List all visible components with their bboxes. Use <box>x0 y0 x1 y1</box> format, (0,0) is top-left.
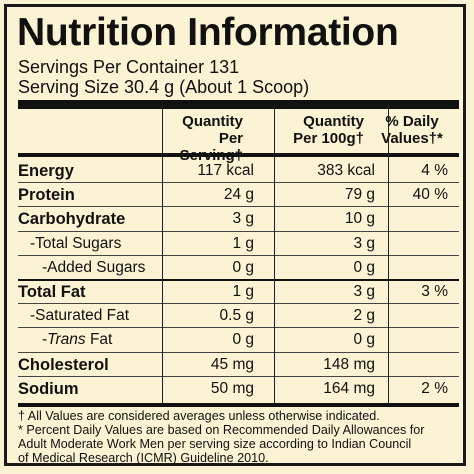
value-per-100g: 164 mg <box>323 379 375 397</box>
value-daily <box>388 207 448 231</box>
footnotes: † All Values are considered averages unl… <box>18 409 466 465</box>
thick-divider-top <box>18 100 459 109</box>
nutrient-label: Total Fat <box>18 283 86 301</box>
value-per-serving: 24 g <box>223 186 254 204</box>
nutrition-panel: Nutrition Information Servings Per Conta… <box>4 4 466 466</box>
servings-per-container: Servings Per Container 131 <box>18 57 240 77</box>
nutrient-label: -Added Sugars <box>42 258 146 276</box>
serving-size: Serving Size 30.4 g (About 1 Scoop) <box>18 77 310 97</box>
table-row: -Added Sugars 0 g 0 g <box>18 256 459 280</box>
nutrient-label: Protein <box>18 186 75 205</box>
value-daily: 2 % <box>421 379 448 397</box>
value-daily: 40 % <box>412 186 448 204</box>
page-title: Nutrition Information <box>17 11 399 54</box>
nutrient-label: Sodium <box>18 379 79 398</box>
row-separator <box>18 351 459 353</box>
value-per-serving: 0 g <box>232 258 254 276</box>
value-per-serving: 1 g <box>232 283 254 300</box>
column-divider <box>274 105 275 403</box>
table-row: Carbohydrate 3 g 10 g <box>18 207 459 231</box>
row-separator <box>18 182 459 184</box>
value-daily <box>388 328 448 352</box>
nutrient-label: Energy <box>18 162 74 180</box>
value-per-100g: 383 kcal <box>317 162 375 179</box>
header-daily-values: % Daily Values†* <box>381 113 443 147</box>
value-per-serving: 0.5 g <box>219 307 254 325</box>
row-separator <box>18 279 459 281</box>
row-separator <box>18 303 459 305</box>
value-per-100g: 2 g <box>353 307 375 325</box>
value-per-100g: 0 g <box>353 258 375 276</box>
value-per-serving: 50 mg <box>210 379 254 397</box>
nutrient-label: Carbohydrate <box>18 210 126 229</box>
value-daily <box>388 353 448 377</box>
value-per-100g: 148 mg <box>323 355 375 373</box>
table-row: -Trans Fat 0 g 0 g <box>18 328 459 352</box>
value-daily: 3 % <box>421 283 448 300</box>
value-per-serving: 45 mg <box>210 355 254 373</box>
value-per-serving: 3 g <box>232 210 254 228</box>
value-per-100g: 3 g <box>353 283 375 300</box>
table-row: Total Fat 1 g 3 g 3 % <box>18 280 459 304</box>
value-daily: 4 % <box>421 162 448 179</box>
row-separator <box>18 375 459 377</box>
footnote-line: of Medical Research (ICMR) Guideline 201… <box>18 451 269 465</box>
footnote-line: Adult Moderate Work Men per serving size… <box>18 437 412 451</box>
table-row: Sodium 50 mg 164 mg 2 % <box>18 377 459 401</box>
footnote-line: * Percent Daily Values are based on Reco… <box>18 423 425 437</box>
row-separator <box>18 230 459 232</box>
row-separator <box>18 327 459 329</box>
value-daily <box>388 232 448 256</box>
value-per-100g: 79 g <box>344 186 375 204</box>
nutrient-label: -Trans Fat <box>42 331 113 349</box>
column-divider <box>162 105 163 403</box>
table-row: Energy 117 kcal 383 kcal 4 % <box>18 159 459 183</box>
row-separator <box>18 254 459 256</box>
table-row: -Saturated Fat 0.5 g 2 g <box>18 304 459 328</box>
column-divider <box>388 105 389 403</box>
footer-divider <box>18 403 459 407</box>
footnote-line: † All Values are considered averages unl… <box>18 409 380 423</box>
value-per-100g: 0 g <box>353 331 375 349</box>
value-per-serving: 0 g <box>232 331 254 349</box>
nutrient-label: Cholesterol <box>18 355 109 374</box>
value-daily <box>388 304 448 328</box>
value-per-serving: 1 g <box>232 234 254 252</box>
table-row: -Total Sugars 1 g 3 g <box>18 232 459 256</box>
header-divider <box>18 153 459 157</box>
nutrient-label: -Saturated Fat <box>30 307 130 325</box>
value-per-serving: 117 kcal <box>197 162 254 179</box>
header-per-100g: Quantity Per 100g† <box>293 113 364 147</box>
table-row: Cholesterol 45 mg 148 mg <box>18 353 459 377</box>
table-row: Protein 24 g 79 g 40 % <box>18 183 459 207</box>
value-per-100g: 3 g <box>353 234 375 252</box>
value-per-100g: 10 g <box>344 210 375 228</box>
nutrient-label: -Total Sugars <box>30 234 122 252</box>
row-separator <box>18 206 459 208</box>
value-daily <box>388 256 448 280</box>
